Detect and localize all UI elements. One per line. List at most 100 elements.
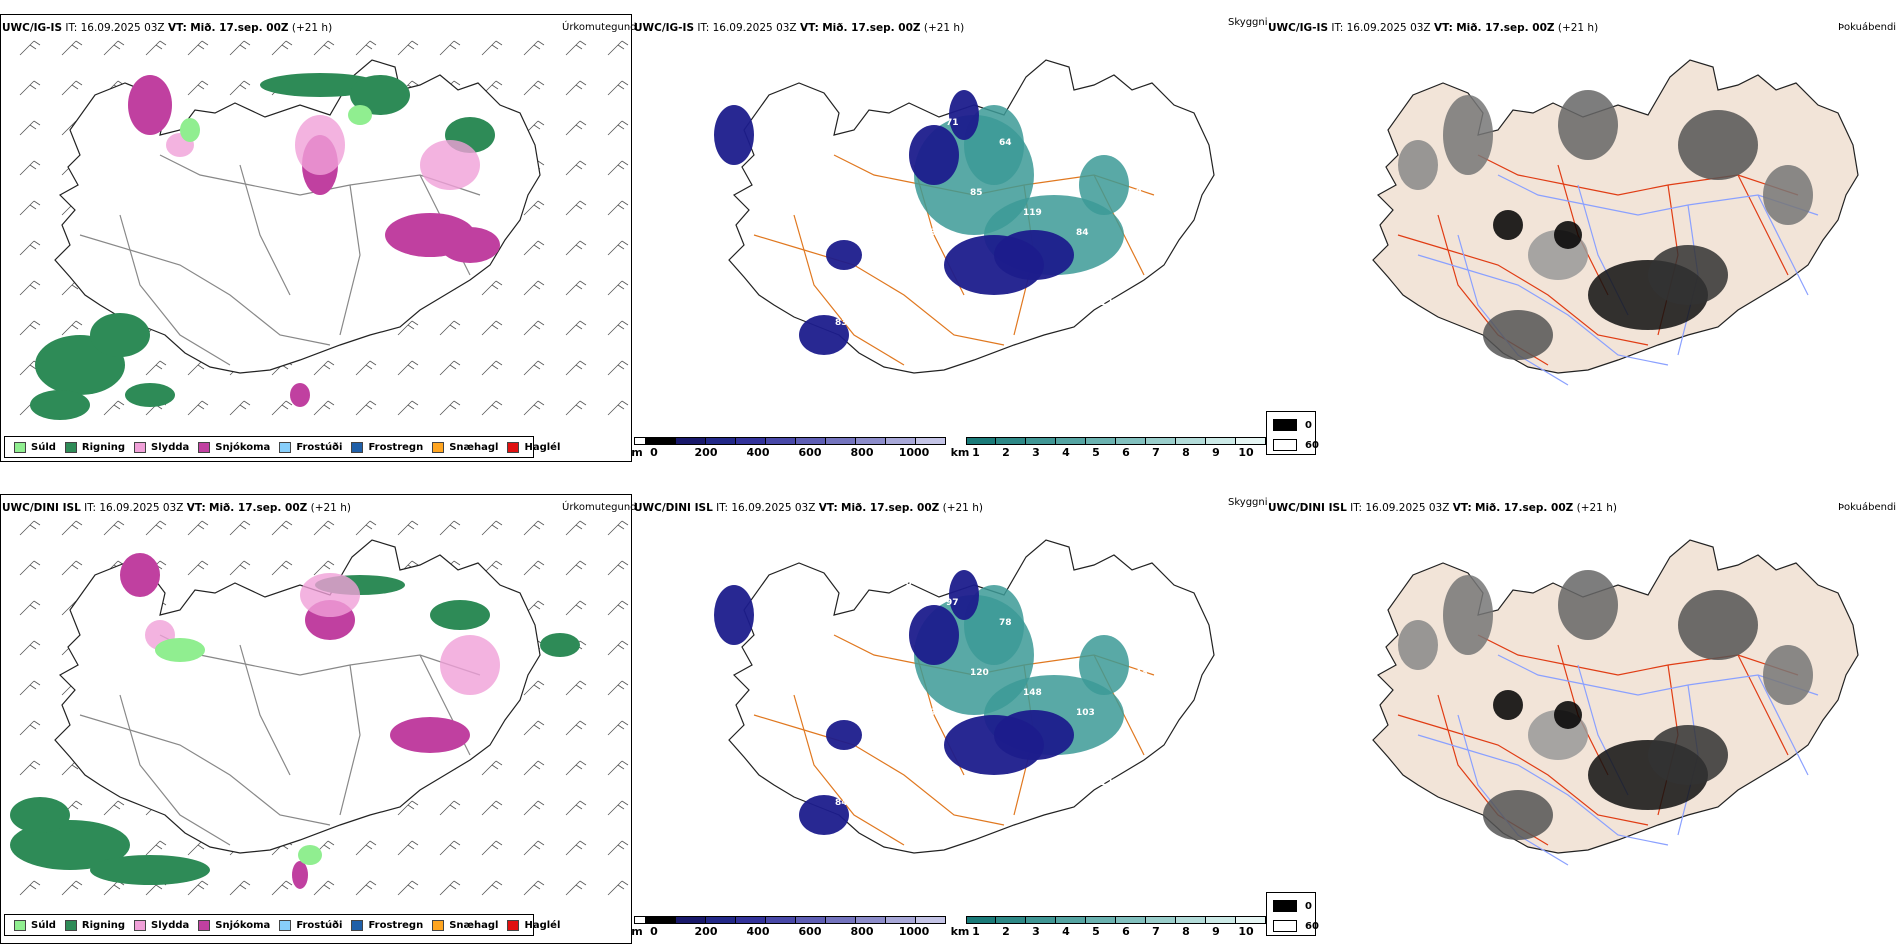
colorbar-tick: 1 [972,446,980,459]
legend-swatch [351,919,364,931]
precip-area [292,861,308,889]
cloud-base-value: 123 [1100,778,1119,788]
cloud-base-colorbar [634,916,946,924]
colorbar-tick: 400 [746,446,770,459]
precip-type-map [10,520,629,896]
legend-item: Rigning [64,919,125,931]
wind-barb [187,40,209,56]
precip-area [909,605,959,665]
colorbar-cell [996,437,1026,445]
cloud-base-value: 148 [1023,688,1042,698]
colorbar-cell [1206,916,1236,924]
colorbar-tick: 3 [1032,446,1040,459]
colorbar-cell [1026,916,1056,924]
road [1757,194,1809,296]
colorbar-tick: 1000 [898,446,930,459]
wind-barb [523,240,545,256]
colorbar-cell [634,437,646,445]
colorbar-cell [826,437,856,445]
colorbar-cell [1116,437,1146,445]
wind-barb [397,360,419,376]
legend-item: Frostregn [351,441,423,453]
cloud-base-value: 64 [999,138,1012,148]
wind-barb [61,40,83,56]
wind-barb [19,160,41,176]
fog-shading [1678,110,1758,180]
wind-barb [313,520,335,536]
wind-barb [607,760,629,776]
cloud-base-value: 56 [1052,578,1065,588]
colorbar-cell [1236,916,1266,924]
wind-barb [565,880,587,896]
wind-barb [229,40,251,56]
precip-area [300,573,360,617]
wind-barb [481,360,503,376]
it-label: IT: [84,502,97,514]
wind-barb [187,400,209,416]
colorbar-cell [706,437,736,445]
legend-item: Frostregn [351,919,423,931]
wind-barb [271,520,293,536]
colorbar-tick: 200 [694,446,718,459]
model-name: UWC/IG-IS [634,22,695,34]
cloud-base-value: 103 [1105,118,1124,128]
wind-barb [523,680,545,696]
wind-barb [565,400,587,416]
cloud-base-value: 62 [888,278,901,288]
legend-item: Rigning [64,441,125,453]
fog-shading [1678,590,1758,660]
wind-barb [565,40,587,56]
legend-swatch [14,441,26,453]
wind-barb [565,200,587,216]
wind-barb [19,520,41,536]
cloud-base-value: 120 [970,668,989,678]
wind-barb [229,80,251,96]
cloud-base-value: 76 [734,578,747,588]
colorbar-tick: 400 [746,925,770,938]
wind-barb [355,840,377,856]
visibility-colorbar [966,437,1266,445]
colorbar-cell [886,437,916,445]
vt-value: Mið. 17.sep. 00Z [822,22,921,34]
wind-barb [229,880,251,896]
legend-label: Slydda [151,919,190,931]
wind-barb [313,400,335,416]
cloud-base-colorbar [634,437,946,445]
vt-value: Mið. 17.sep. 00Z [1456,22,1555,34]
wind-barb [481,40,503,56]
wind-barb [565,240,587,256]
road [79,234,331,346]
it-value: 16.09.2025 03Z [80,22,165,34]
wind-barb [607,240,629,256]
map-header: UWC/DINI ISL IT: 16.09.2025 03Z VT: Mið.… [634,502,983,514]
wind-barb [19,280,41,296]
precip-area [350,75,410,115]
colorbar-cell [766,437,796,445]
legend-label: Haglél [524,441,561,453]
wind-barb [481,400,503,416]
model-name: UWC/DINI ISL [634,502,713,514]
map-header: UWC/IG-IS IT: 16.09.2025 03Z VT: Mið. 17… [1268,22,1598,34]
wind-barb [397,520,419,536]
wind-barb [19,80,41,96]
wind-barb [481,280,503,296]
precip-area [180,118,200,142]
road [1757,674,1809,776]
precip-area [799,315,849,355]
wind-barb [481,880,503,896]
wind-barb [523,280,545,296]
map-header: UWC/DINI ISL IT: 16.09.2025 03Z VT: Mið.… [2,502,351,514]
legend-label: Snjókoma [215,441,271,453]
colorbar-cell [856,437,886,445]
wind-barb [19,200,41,216]
wind-barb [355,520,377,536]
colorbar-tick: 1000 [898,925,930,938]
cloud-base-value: 97 [782,778,795,788]
precip-area [540,633,580,657]
wind-barb [607,160,629,176]
wind-barb [397,840,419,856]
colorbar-cell [1086,916,1116,924]
wind-barb [61,80,83,96]
fog-index-legend: 0 60 [1266,411,1319,455]
fog-shading [1483,790,1553,840]
